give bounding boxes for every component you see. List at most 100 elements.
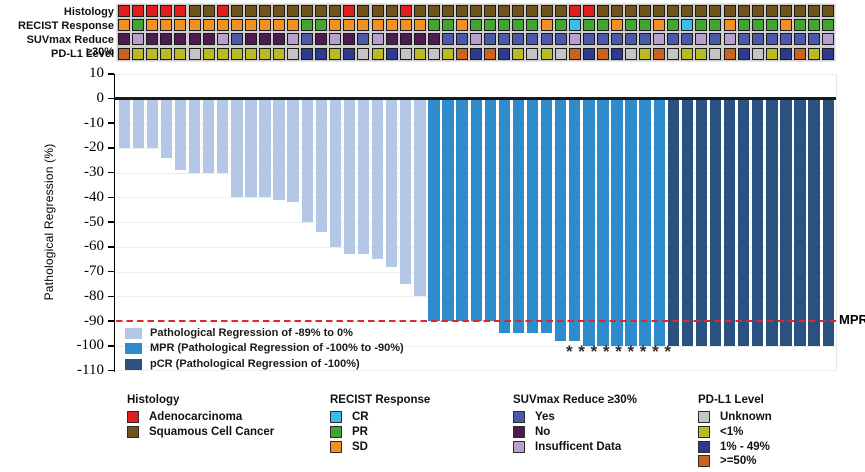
annotation-square xyxy=(441,19,454,32)
annotation-square xyxy=(695,47,708,60)
regression-bar xyxy=(188,99,201,173)
annotation-square xyxy=(624,33,637,46)
annotation-square xyxy=(287,47,300,60)
annotation-square xyxy=(582,19,595,32)
annotation-square xyxy=(639,5,652,17)
annotation-square xyxy=(399,19,412,32)
annotation-square xyxy=(695,19,708,32)
annotation-square xyxy=(427,33,440,46)
legend-item-swatch xyxy=(330,440,342,453)
y-tick-mark xyxy=(107,344,114,347)
annotation-square xyxy=(202,33,215,46)
significance-asterisk: * xyxy=(639,342,647,361)
annotation-square xyxy=(230,19,243,32)
regression-bar xyxy=(442,99,454,322)
annotation-square xyxy=(765,19,778,32)
annotation-square xyxy=(244,33,257,46)
legend-item-swatch xyxy=(127,411,139,423)
regression-bar xyxy=(259,99,271,198)
y-tick-mark xyxy=(107,147,114,149)
annotation-square xyxy=(301,47,314,60)
significance-asterisk: * xyxy=(602,342,610,361)
annotation-square xyxy=(146,19,159,32)
annotation-square xyxy=(146,5,159,17)
annotation-square xyxy=(765,33,778,46)
regression-bar xyxy=(554,99,567,341)
legend-item-swatch xyxy=(513,440,525,453)
annotation-square xyxy=(695,5,708,17)
annotation-square xyxy=(639,47,652,60)
annotation-square xyxy=(737,33,750,46)
annotation-square xyxy=(512,47,525,60)
annotation-square xyxy=(244,47,257,60)
annotation-square xyxy=(808,33,821,46)
annotation-square xyxy=(343,19,356,32)
y-tick-label: 0 xyxy=(96,90,105,106)
annotation-square xyxy=(709,19,722,32)
annotation-square xyxy=(244,19,257,32)
legend-item-swatch xyxy=(698,455,710,468)
regression-bar xyxy=(709,99,722,346)
annotation-square xyxy=(230,33,243,46)
legend-item-swatch xyxy=(698,411,710,423)
y-tick-mark xyxy=(107,97,114,100)
chart-legend-swatch xyxy=(125,343,142,354)
annotation-square xyxy=(639,33,652,46)
annotation-square xyxy=(723,19,736,32)
legend-group-title: Histology xyxy=(127,394,180,406)
regression-bar xyxy=(329,99,342,247)
annotation-square xyxy=(371,47,384,60)
regression-bar xyxy=(583,99,595,346)
track-label-2: SUVmax Reduce ≥30% xyxy=(26,33,114,58)
annotation-square xyxy=(498,47,511,60)
annotation-square xyxy=(315,33,328,46)
annotation-square xyxy=(681,19,694,32)
chart-legend-swatch xyxy=(125,358,142,370)
legend-item-label: PR xyxy=(352,425,368,438)
regression-bar xyxy=(723,99,736,346)
annotation-square xyxy=(230,5,243,17)
annotation-square xyxy=(441,5,454,17)
annotation-square xyxy=(667,47,680,60)
annotation-square xyxy=(385,47,398,60)
annotation-square xyxy=(498,5,511,17)
annotation-square xyxy=(329,5,342,17)
annotation-square xyxy=(287,33,300,46)
regression-bar xyxy=(752,99,764,346)
annotation-square xyxy=(188,5,201,17)
annotation-square xyxy=(132,33,145,46)
annotation-square xyxy=(456,47,469,60)
annotation-square xyxy=(526,5,539,17)
regression-bar xyxy=(357,99,370,255)
regression-bar xyxy=(597,99,609,346)
significance-asterisk: * xyxy=(566,342,573,361)
regression-bar xyxy=(653,99,665,346)
annotation-square xyxy=(484,33,497,46)
annotation-square xyxy=(793,47,806,60)
annotation-square xyxy=(582,33,595,46)
regression-bar xyxy=(118,99,130,148)
annotation-square xyxy=(456,33,469,46)
regression-bar xyxy=(301,99,313,223)
regression-bar xyxy=(231,99,243,198)
annotation-square xyxy=(779,19,792,32)
annotation-square xyxy=(723,5,736,17)
annotation-square xyxy=(357,5,370,17)
annotation-square xyxy=(667,19,680,32)
annotation-square xyxy=(667,5,680,17)
annotation-square xyxy=(329,47,342,60)
annotation-square xyxy=(385,5,398,17)
y-tick-label: -40 xyxy=(84,188,104,205)
zero-baseline xyxy=(114,97,836,100)
annotation-square xyxy=(751,19,764,32)
legend-item-swatch xyxy=(513,425,525,438)
regression-bar xyxy=(315,99,327,232)
annotation-square xyxy=(427,47,440,60)
legend-item-label: CR xyxy=(352,411,369,423)
regression-bar xyxy=(512,99,525,334)
annotation-square xyxy=(216,33,229,46)
y-tick-mark xyxy=(107,196,114,199)
legend-item-label: Insufficent Data xyxy=(535,440,622,453)
annotation-square xyxy=(822,19,835,32)
regression-bar xyxy=(386,99,398,267)
